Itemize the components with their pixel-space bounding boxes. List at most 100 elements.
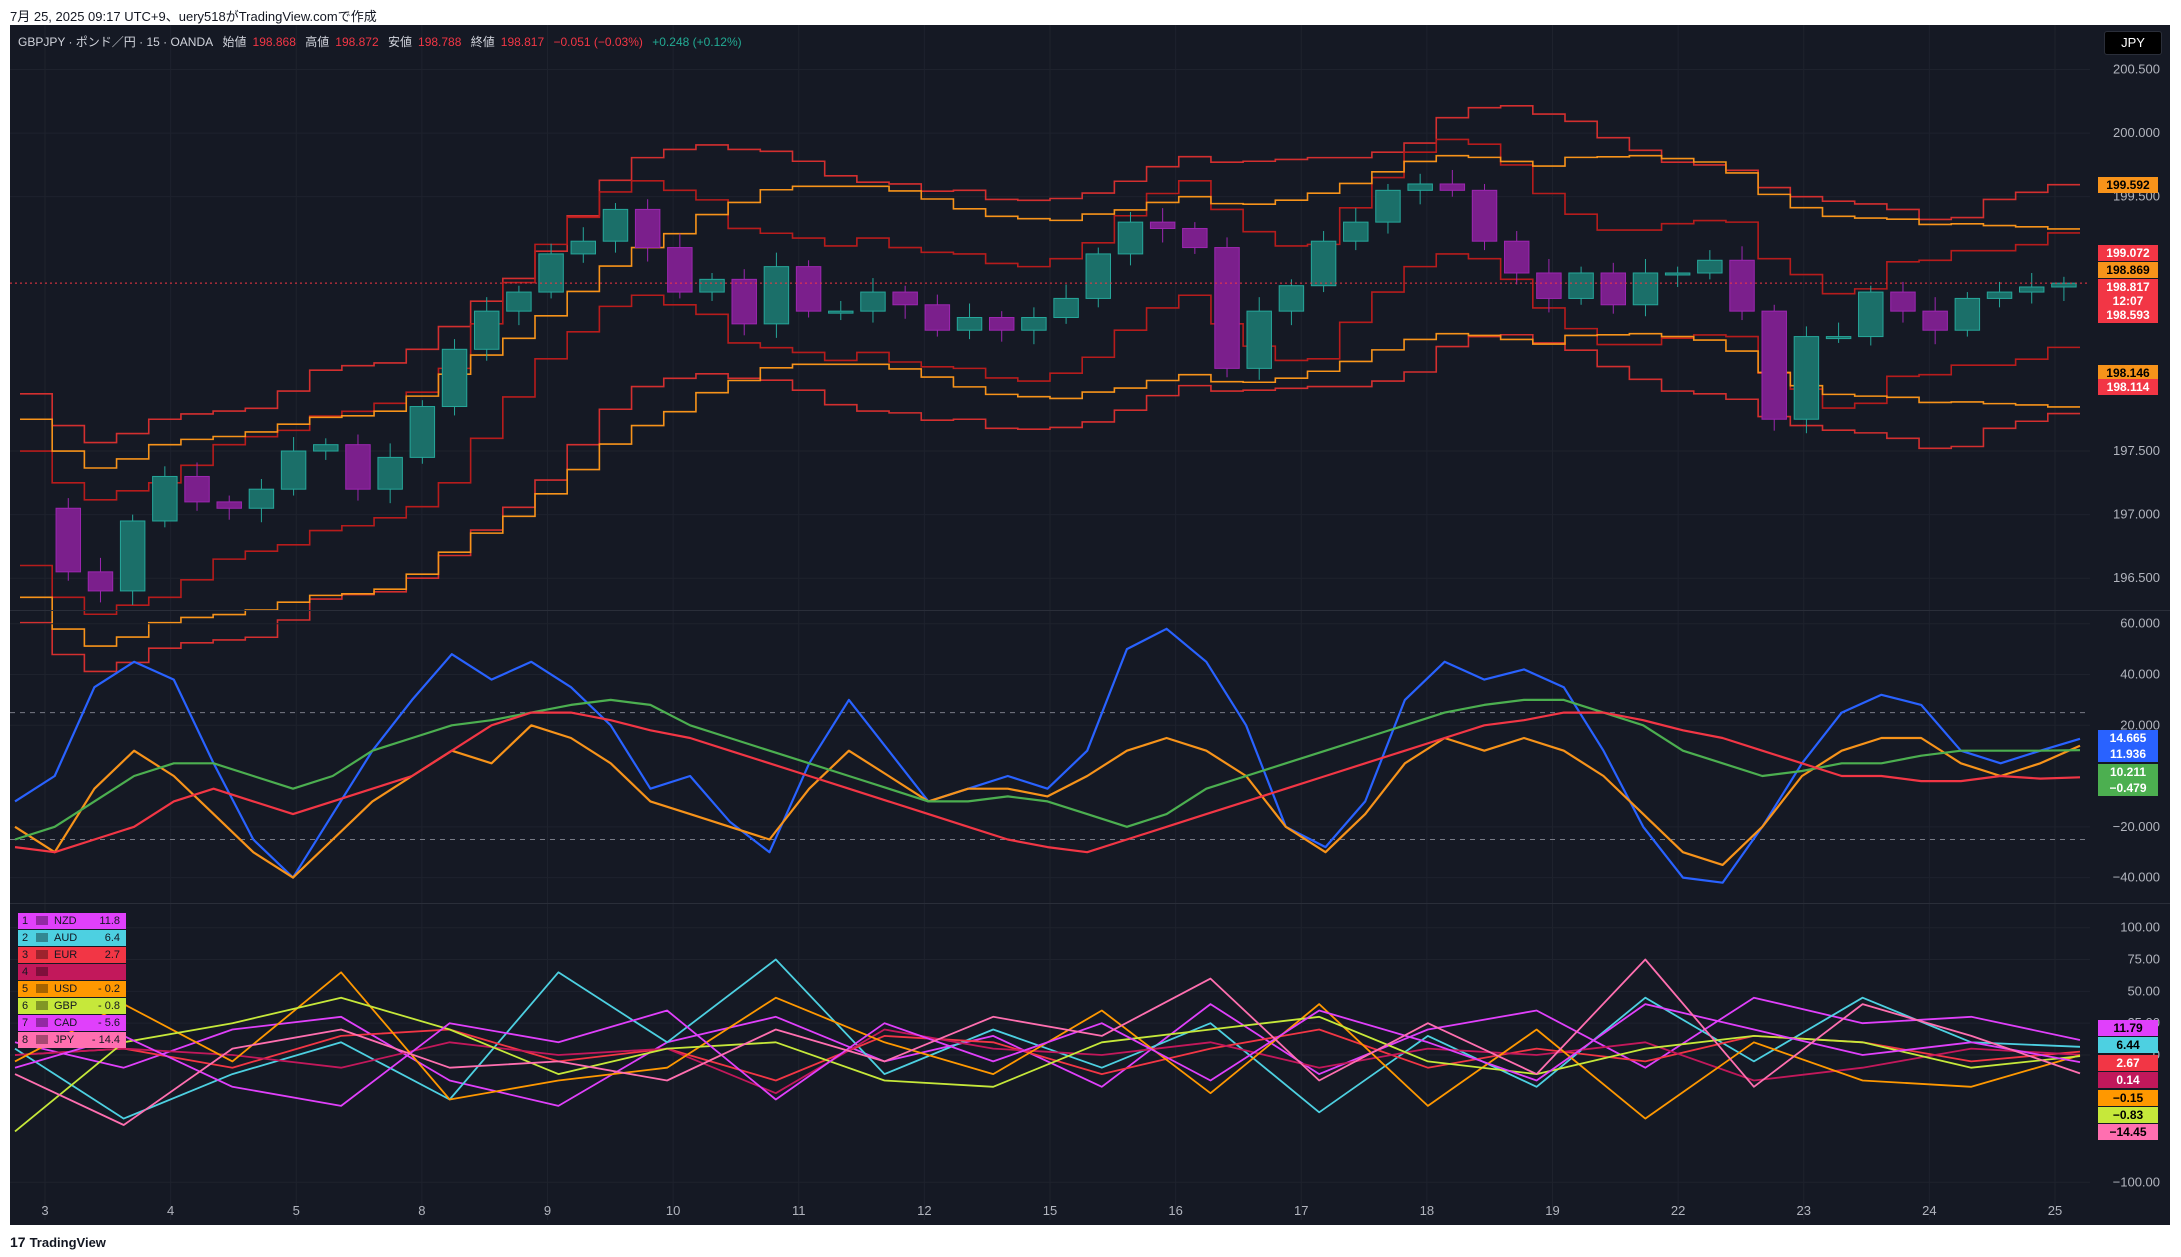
ranking-rank: 1 [22,915,29,927]
band-line [20,154,2080,469]
ranking-rank: 6 [22,1000,29,1012]
x-tick-label: 8 [418,1203,425,1218]
candle-body [1439,183,1466,191]
ranking-rank: 2 [22,932,29,944]
ranking-value: 2.7 [104,949,120,961]
y-tick-label: 50.00 [2127,983,2160,998]
ranking-row: 7 CAD - 5.6 [18,1015,126,1031]
candle-body [1117,221,1144,255]
candle-body [602,208,629,242]
band-line [20,138,2080,501]
x-tick-label: 9 [544,1203,551,1218]
strength-line [14,996,2081,1107]
brand-name: TradingView [29,1235,106,1250]
ranking-value: - 14.4 [91,1034,120,1046]
tradingview-logo-icon: 17 [10,1234,26,1250]
pane-separator-2[interactable] [10,903,2170,904]
candle-body [667,247,693,293]
candle-body [1697,259,1723,274]
oscillator-tag: 10.211 [2098,764,2158,780]
candle-body [1343,221,1369,242]
strength-tag: −14.45 [2098,1124,2158,1140]
candle-body [763,266,790,325]
y-tick-label: 20.000 [2120,717,2160,732]
ranking-row: 2 AUD 6.4 [18,930,126,946]
candle-body [216,501,242,509]
change-value: −0.051 (−0.03%) [553,35,643,49]
y-tick-label: 197.000 [2113,507,2160,522]
candle-body [1761,310,1787,420]
strength-tag: −0.83 [2098,1107,2158,1123]
candle-body [1375,189,1401,223]
price-tag: 199.072 [2098,245,2158,261]
candle-body [828,310,854,314]
ranking-currency: USD [54,983,78,995]
candle-body [1471,189,1498,242]
ranking-row: 5 USD - 0.2 [18,981,126,997]
candle-body [731,278,757,325]
flag-icon [36,967,48,976]
open-value: 198.868 [252,35,296,49]
flag-icon [36,950,48,959]
y-tick-label: 196.500 [2113,570,2160,585]
ranking-value: 6.4 [104,932,120,944]
y-tick-label: 75.00 [2127,952,2160,967]
flag-icon [36,1001,48,1010]
close-label: 終値 [470,35,495,49]
y-tick-label: −100.00 [2113,1174,2160,1189]
pane-separator-1[interactable] [10,610,2170,611]
tradingview-brand[interactable]: 17 TradingView [10,1234,106,1250]
candle-body [924,304,951,331]
low-label: 安値 [388,35,413,49]
close-value: 198.817 [500,35,545,49]
candle-body [892,291,918,306]
candle-body [248,488,275,509]
candle-body [988,317,1015,331]
candle-body [184,475,210,503]
ranking-row: 6 GBP - 0.8 [18,998,126,1014]
symbol-legend[interactable]: GBPJPY · ポンド／円 · 15 · OANDA 始値 198.868 高値… [18,33,748,50]
candle-body [1600,272,1627,306]
price-tag: 198.146 [2098,365,2158,381]
x-tick-label: 24 [1922,1203,1936,1218]
candle-body [1310,240,1337,287]
candle-body [1536,272,1562,299]
x-tick-label: 22 [1671,1203,1685,1218]
candle-body [1149,221,1176,229]
ranking-value: - 0.2 [97,983,120,995]
x-tick-label: 23 [1797,1203,1811,1218]
strength-line [14,971,2081,1120]
candle-body [1278,285,1305,312]
candle-body [313,444,339,452]
candle-body [1986,291,2013,299]
strength-line [14,1028,2081,1082]
chart-frame[interactable]: 3 4 5 8 9 10 11 12 15 16 17 18 19 22 23 24 25 200.500 200.… [10,25,2170,1225]
currency-badge[interactable]: JPY [2104,31,2162,55]
x-tick-label: 12 [917,1203,931,1218]
candle-body [1632,272,1659,306]
oscillator-line [14,724,2081,879]
y-tick-label: 200.500 [2113,62,2160,77]
candle-body [1407,183,1433,191]
y-tick-label: −40.000 [2113,870,2160,885]
ranking-value: 11.8 [99,915,120,927]
oscillator-tag: −0.479 [2098,780,2158,796]
candle-body [1793,336,1820,420]
candle-body [280,450,307,490]
candle-body [1246,310,1272,369]
strength-tag: 0.14 [2098,1072,2158,1088]
oscillator-tag: 14.665 [2098,730,2158,746]
ranking-rank: 7 [22,1017,29,1029]
candle-body [473,310,500,350]
strength-line [14,958,2081,1120]
x-tick-label: 18 [1420,1203,1434,1218]
y-tick-label: 60.000 [2120,616,2160,631]
candle-body [1858,291,1884,338]
chart-canvas[interactable]: 3 4 5 8 9 10 11 12 15 16 17 18 19 22 23 24 25200.500200.… [10,25,2170,1225]
ranking-currency: AUD [54,932,78,944]
ranking-row: 3 EUR 2.7 [18,947,126,963]
candle-body [795,266,822,312]
x-tick-label: 15 [1043,1203,1057,1218]
oscillator-line [14,627,2081,884]
candle-body [409,406,436,458]
